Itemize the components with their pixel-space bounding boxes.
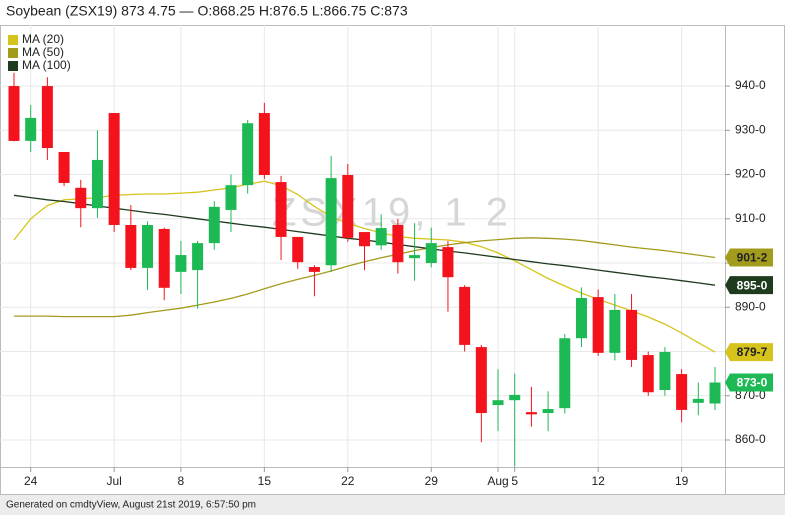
candle-body [258,113,270,175]
candle-body [325,178,337,266]
candle-body [525,412,537,415]
candle-body [459,286,471,345]
candle-body [8,86,20,141]
candle-body [58,151,70,183]
y-tick-label: 930-0 [735,122,766,136]
candle-body [475,347,487,414]
candle-body [626,309,638,360]
price-badge [725,373,773,392]
x-tick-label: Aug [487,474,508,488]
marks [8,72,721,467]
x-tick-label: 22 [341,474,355,488]
candle-body [208,206,220,244]
x-tick-label: 5 [511,474,518,488]
candle-body [692,398,704,403]
legend-swatch [8,35,18,45]
candle-body [575,297,587,339]
y-tick-label: 860-0 [735,432,766,446]
candle-body [75,187,87,209]
chart-title: Soybean (ZSX19) 873 4.75 — O:868.25 H:87… [6,3,408,19]
grid [0,25,725,467]
candle-body [375,228,387,246]
candle-body [108,113,120,225]
candle-body [125,224,137,268]
candle-body [158,228,170,288]
candle-body [192,243,204,271]
legend-label: MA (100) [22,58,71,72]
legend-swatch [8,61,18,71]
x-tick-label: 8 [178,474,185,488]
candle-body [676,374,688,410]
x-tick-label: 12 [591,474,605,488]
candle-body [542,409,554,414]
candle-body [659,351,671,391]
legend-label: MA (20) [22,32,64,46]
candle-body [175,255,187,272]
candle-body [359,232,370,247]
price-badge-label: 879-7 [737,345,768,359]
x-tick-label: 29 [425,474,439,488]
candle-body [292,236,304,263]
x-tick-label: Jul [106,474,121,488]
candle-body [559,338,571,409]
candle-body [609,309,621,353]
x-tick-label: 15 [258,474,272,488]
watermark: ZSX19, 1 2 [272,191,512,235]
candle-body [275,182,287,237]
price-badge [725,343,773,362]
candle-body [25,117,37,141]
x-tick-label: 19 [675,474,689,488]
candle-body [308,267,320,272]
footer-bar [0,495,785,515]
y-tick-label: 940-0 [735,78,766,92]
price-badge [725,276,773,295]
candle-body [709,382,721,404]
x-tick-label: 24 [24,474,38,488]
candle-body [342,174,354,238]
y-tick-label: 890-0 [735,299,766,313]
candle-body [242,123,254,186]
legend-swatch [8,48,18,58]
y-tick-label: 910-0 [735,211,766,225]
footer: Generated on cmdtyView, August 21st 2019… [6,500,256,511]
y-tick-label: 920-0 [735,167,766,181]
price-badge-label: 873-0 [737,376,768,390]
candle-body [642,355,654,393]
candle-body [442,247,454,278]
candle-body [592,297,604,353]
candle-body [425,243,437,264]
price-badge-label: 895-0 [737,278,768,292]
legend-label: MA (50) [22,45,64,59]
price-badge [725,248,773,267]
candle-body [392,224,404,263]
candle-body [409,255,421,259]
candle-body [225,185,237,210]
price-badge-label: 901-2 [737,251,768,265]
candle-body [41,86,53,148]
candle-body [91,159,103,209]
candle-body [492,400,504,406]
candle-body [509,394,521,401]
candle-body [142,224,154,268]
